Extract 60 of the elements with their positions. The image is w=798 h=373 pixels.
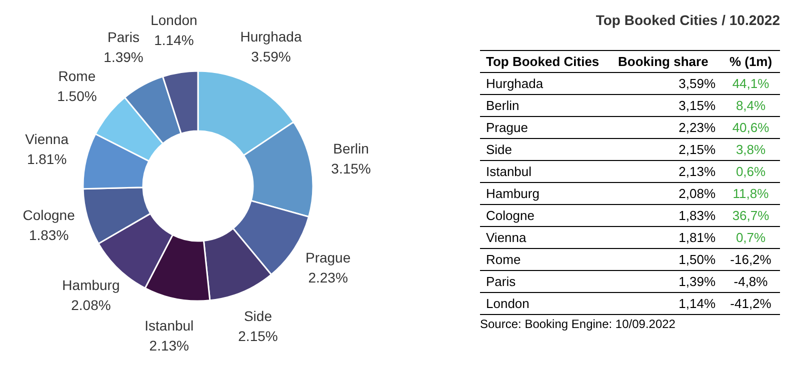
slice-label: Istanbul [144, 317, 194, 334]
data-label: 2,08% [612, 182, 722, 204]
source-note: Source: Booking Engine: 10/09.2022 [480, 317, 676, 331]
legend-label: Booking share [612, 50, 722, 72]
slice-label: Vienna [25, 130, 69, 147]
data-label: 2.08% [71, 297, 111, 314]
slice-label: Hurghada [240, 28, 302, 44]
data-label: 36,7% [722, 204, 780, 226]
data-label: 2,13% [612, 160, 722, 182]
data-label: -4,8% [722, 270, 780, 292]
text: Top Booked Cities / 10.2022 [594, 12, 780, 30]
category-label: Vienna [480, 226, 612, 248]
data-label: 8,4% [722, 94, 780, 116]
category-label: Cologne [480, 204, 612, 226]
data-label: 2,15% [612, 138, 722, 160]
category-label: Rome [480, 248, 612, 270]
slice-label: Paris [108, 29, 140, 46]
text: Top Booked Cities [480, 50, 612, 72]
data-label: 1.83% [28, 227, 69, 244]
slice-label: Cologne [22, 207, 76, 224]
data-label: 1.50% [57, 88, 97, 104]
data-label: 1,39% [612, 270, 722, 292]
data-label: 3,15% [612, 94, 722, 116]
category-label: Hamburg [480, 182, 612, 204]
data-label: 1.81% [26, 150, 67, 167]
data-label: 11,8% [722, 182, 780, 204]
data-label: 1.39% [104, 49, 144, 66]
category-label: Istanbul [480, 160, 612, 182]
category-label: Berlin [480, 94, 612, 116]
data-label: 0,7% [722, 226, 780, 248]
slice-label: London [150, 12, 198, 28]
category-label: London [480, 292, 612, 314]
slice-label: Prague [305, 249, 351, 266]
slice-label: Rome [58, 68, 96, 84]
data-label: 1,83% [612, 204, 722, 226]
data-label: 2.13% [149, 337, 190, 354]
data-label: 1,50% [612, 248, 722, 270]
data-label: 44,1% [722, 72, 780, 94]
data-label: 2.15% [238, 328, 278, 344]
data-label: 2.23% [308, 269, 348, 286]
slice-label: Side [244, 308, 272, 324]
data-label: 3.15% [331, 160, 371, 176]
data-label: 1,14% [612, 292, 722, 314]
data-label: 3,59% [612, 72, 722, 94]
data-label: 40,6% [722, 116, 780, 138]
category-label: Hurghada [480, 72, 612, 94]
data-label: 2,23% [612, 116, 722, 138]
data-label: -16,2% [722, 248, 780, 270]
slice-label: Berlin [333, 140, 369, 156]
data-label: -41,2% [722, 292, 780, 314]
data-label: 0,6% [722, 160, 780, 182]
data-label: 3,8% [722, 138, 780, 160]
data-label: 1.14% [154, 32, 194, 48]
data-label: 1,81% [612, 226, 722, 248]
category-label: Prague [480, 116, 612, 138]
text: % (1m) [722, 50, 780, 72]
slice-label: Hamburg [62, 277, 120, 294]
category-label: Side [480, 138, 612, 160]
category-label: Paris [480, 270, 612, 292]
data-label: 3.59% [251, 48, 291, 64]
